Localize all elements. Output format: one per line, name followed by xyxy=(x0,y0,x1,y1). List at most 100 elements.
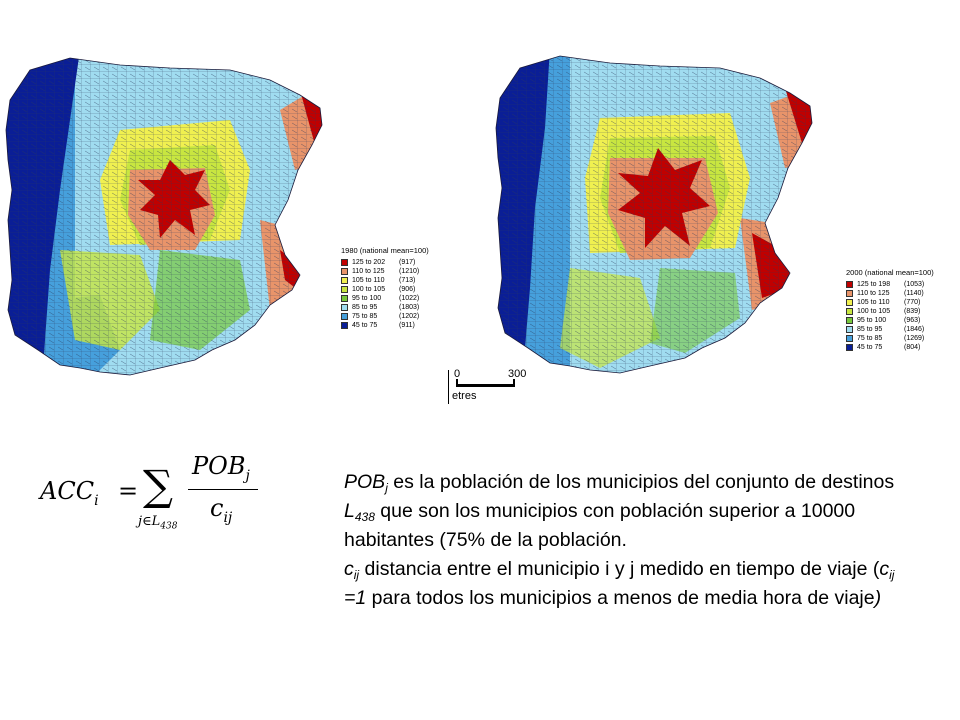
cond-sub: ij xyxy=(889,568,895,582)
swatch xyxy=(846,326,853,333)
formula-sum-index-sub: 438 xyxy=(160,521,178,532)
scale-bar: 0 300 etres xyxy=(448,368,538,404)
formula-denominator: cij xyxy=(210,494,232,526)
legend-range: 125 to 198 xyxy=(857,281,891,288)
legend-count: (713) xyxy=(399,277,416,284)
var-pob-sub: j xyxy=(385,481,388,495)
var-pob: POB xyxy=(344,471,386,493)
legend-count: (1053) xyxy=(904,281,925,288)
legend-range: 85 to 95 xyxy=(857,326,883,333)
legend-count: (1210) xyxy=(399,268,420,275)
legend-1980: 1980 (national mean=100) 125 to 202 (917)… xyxy=(341,246,429,330)
legend-row: 45 to 75 (804) xyxy=(846,343,934,352)
legend-range: 45 to 75 xyxy=(857,344,883,351)
pob-text-b: que son los municipios con población sup… xyxy=(344,500,856,551)
legend-title: 2000 (national mean=100) xyxy=(846,268,934,277)
swatch xyxy=(846,344,853,351)
swatch xyxy=(341,304,348,311)
fraction-bar xyxy=(188,489,258,491)
scale-bar-vline xyxy=(448,370,449,404)
legend-count: (1269) xyxy=(904,335,925,342)
formula-sum-index-text: j∈L xyxy=(138,514,161,529)
legend-count: (1202) xyxy=(399,313,420,320)
scale-unit-label: etres xyxy=(452,390,477,402)
legend-title: 1980 (national mean=100) xyxy=(341,246,429,255)
swatch xyxy=(846,299,853,306)
var-c: c xyxy=(344,558,354,580)
legend-count: (963) xyxy=(904,317,921,324)
legend-range: 125 to 202 xyxy=(352,259,386,266)
legend-range: 75 to 85 xyxy=(352,313,378,320)
legend-row: 95 to 100 (963) xyxy=(846,316,934,325)
formula-sum-index: j∈L438 xyxy=(138,514,177,532)
formula-numerator-text: POB xyxy=(192,452,246,480)
swatch xyxy=(846,317,853,324)
legend-count: (1846) xyxy=(904,326,925,333)
legend-range: 100 to 105 xyxy=(857,308,891,315)
cij-close: ) xyxy=(874,587,882,609)
legend-row: 125 to 202 (917) xyxy=(341,258,429,267)
formula-numerator: POBj xyxy=(192,452,250,484)
legend-count: (804) xyxy=(904,344,921,351)
legend-range: 100 to 105 xyxy=(352,286,386,293)
pob-text-a: es la población de los municipios del co… xyxy=(387,471,895,493)
description-cij: cij distancia entre el municipio i y j m… xyxy=(344,555,914,613)
description-pob: POBj es la población de los municipios d… xyxy=(344,468,914,555)
legend-row: 95 to 100 (1022) xyxy=(341,294,429,303)
legend-row: 45 to 75 (911) xyxy=(341,321,429,330)
description: POBj es la población de los municipios d… xyxy=(344,468,914,613)
legend-2000: 2000 (national mean=100) 125 to 198 (1053… xyxy=(846,268,934,352)
legend-row: 125 to 198 (1053) xyxy=(846,280,934,289)
legend-range: 110 to 125 xyxy=(857,290,890,297)
legend-row: 85 to 95 (1803) xyxy=(341,303,429,312)
formula-denominator-text: c xyxy=(210,494,224,522)
legend-row: 100 to 105 (839) xyxy=(846,307,934,316)
legend-range: 110 to 125 xyxy=(352,268,385,275)
legend-range: 45 to 75 xyxy=(352,322,378,329)
formula-lhs: ACCi xyxy=(40,477,99,509)
legend-range: 105 to 110 xyxy=(857,299,890,306)
legend-row: 105 to 110 (770) xyxy=(846,298,934,307)
scale-bar-line xyxy=(456,384,514,387)
swatch xyxy=(341,295,348,302)
legend-count: (1022) xyxy=(399,295,420,302)
var-c-sub: ij xyxy=(353,568,360,582)
swatch xyxy=(846,281,853,288)
legend-range: 95 to 100 xyxy=(352,295,382,302)
legend-row: 105 to 110 (713) xyxy=(341,276,429,285)
formula-lhs-text: ACC xyxy=(40,477,95,505)
formula-equals: = xyxy=(118,477,139,505)
legend-count: (770) xyxy=(904,299,921,306)
swatch xyxy=(846,290,853,297)
swatch xyxy=(341,268,348,275)
swatch xyxy=(341,286,348,293)
legend-range: 85 to 95 xyxy=(352,304,378,311)
legend-count: (911) xyxy=(399,322,415,329)
cond-var: c xyxy=(879,558,890,580)
swatch xyxy=(341,313,348,320)
scale-bar-tick xyxy=(513,379,515,387)
legend-row: 75 to 85 (1269) xyxy=(846,334,934,343)
legend-count: (917) xyxy=(399,259,416,266)
map-1980 xyxy=(5,57,323,376)
legend-range: 105 to 110 xyxy=(352,277,385,284)
formula: ACCi = ∑ j∈L438 POBj cij xyxy=(40,452,280,542)
var-set: L xyxy=(344,500,355,522)
legend-row: 100 to 105 (906) xyxy=(341,285,429,294)
swatch xyxy=(341,259,348,266)
cij-text-b: para todos los municipios a menos de med… xyxy=(366,587,875,609)
scale-start-label: 0 xyxy=(454,368,461,380)
swatch xyxy=(846,308,853,315)
legend-count: (839) xyxy=(904,308,921,315)
legend-count: (906) xyxy=(399,286,416,293)
swatch xyxy=(846,335,853,342)
formula-denominator-sub: ij xyxy=(223,509,233,526)
formula-lhs-sub: i xyxy=(94,492,99,509)
cij-text-a: distancia entre el municipio i y j medid… xyxy=(359,558,880,580)
formula-numerator-sub: j xyxy=(245,467,250,484)
var-set-sub: 438 xyxy=(354,510,375,524)
legend-row: 85 to 95 (1846) xyxy=(846,325,934,334)
legend-count: (1803) xyxy=(399,304,420,311)
legend-range: 75 to 85 xyxy=(857,335,883,342)
legend-count: (1140) xyxy=(904,290,924,297)
